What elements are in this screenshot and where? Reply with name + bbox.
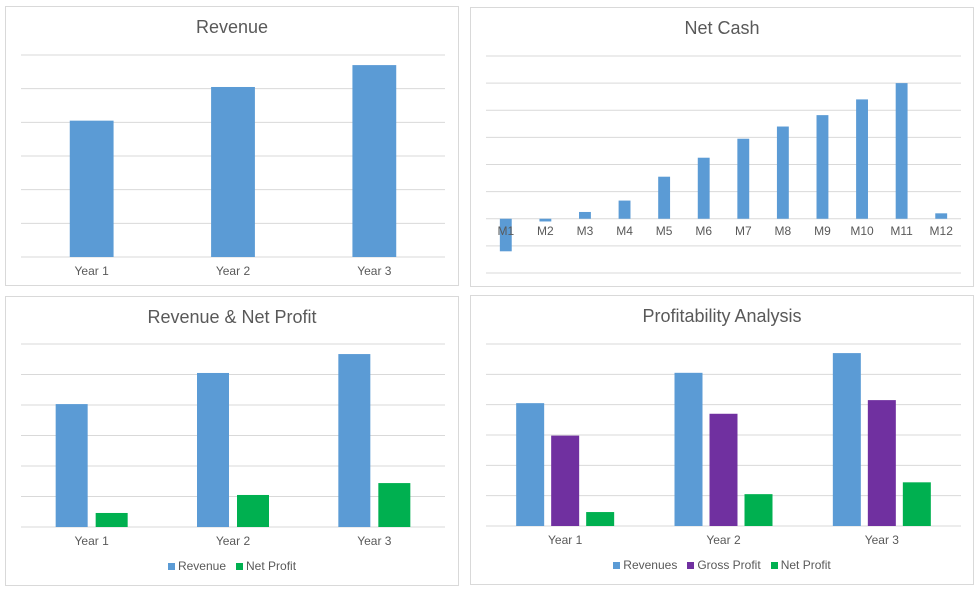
legend-swatch	[236, 563, 244, 570]
bar-net-profit-year-1	[586, 512, 615, 526]
chart-title: Profitability Analysis	[642, 306, 802, 326]
bar-net-cash-m11	[895, 83, 908, 219]
legend-label: Revenues	[623, 558, 678, 572]
bar-revenue-year-2	[197, 372, 229, 527]
chart-plot: Year 1 Year 2 Year 3	[486, 343, 961, 547]
bar-gross-profit-year-2	[709, 413, 738, 526]
bar-net-cash-m4	[618, 200, 631, 219]
bar-net-cash-m8	[776, 126, 789, 219]
chart-title: Net Cash	[684, 18, 760, 38]
bar-gross-profit-year-3	[867, 400, 896, 526]
category-label: Year 1	[75, 534, 110, 548]
chart-panel-revenue-net-profit: Revenue & Net Profit Year 1 Year 2 Year 3 Re…	[5, 296, 459, 586]
bar-net-profit-year-2	[744, 494, 773, 526]
category-label: Year 2	[706, 533, 741, 547]
bar-net-cash-m12	[935, 213, 948, 219]
bar-revenues-year-3	[832, 353, 861, 526]
chart-panel-revenue: Revenue Year 1 Year 2 Year 3	[5, 6, 459, 286]
legend-item-gross-profit: Gross Profit	[687, 558, 761, 572]
chart-plot: Year 1 Year 2 Year 3	[21, 54, 445, 278]
bar-net-profit-year-3	[902, 482, 931, 526]
bar-net-cash-m10	[856, 99, 868, 219]
category-label: M10	[850, 224, 874, 238]
bar-net-cash-m1	[499, 218, 512, 252]
category-label: M4	[616, 224, 633, 238]
legend-item-revenue: Revenue	[167, 559, 227, 573]
bar-revenue-year-1	[69, 120, 114, 258]
category-label: M1	[497, 224, 514, 238]
category-label: Year 1	[75, 264, 110, 278]
bar-net-cash-m6	[697, 157, 710, 219]
chart-panel-net-cash: Net Cash M1 M2 M3 M4 M5 M6 M7 M8 M9 M10 M11 M12	[470, 7, 974, 287]
bar-gross-profit-year-1	[551, 435, 580, 526]
bar-net-cash-m9	[816, 115, 829, 219]
bar-net-cash-m2	[539, 218, 552, 222]
bar-revenues-year-1	[516, 403, 545, 526]
category-label: M6	[695, 224, 712, 238]
bar-net-profit-year-2	[237, 494, 269, 527]
bar-net-cash-m7	[737, 138, 750, 219]
category-label: M9	[814, 224, 831, 238]
legend-label: Net Profit	[780, 558, 831, 572]
category-label: M7	[735, 224, 752, 238]
legend-swatch	[167, 563, 175, 570]
bar-revenue-year-3	[338, 354, 371, 527]
legend-label: Gross Profit	[697, 558, 761, 572]
bar-revenue-year-2	[211, 86, 255, 257]
chart-plot: M1 M2 M3 M4 M5 M6 M7 M8 M9 M10 M11 M12	[486, 55, 961, 274]
chart-panel-profitability-analysis: Profitability Analysis Year 1 Year 2 Year 3…	[470, 295, 974, 585]
category-label: Year 2	[216, 534, 251, 548]
legend-label: Net Profit	[246, 559, 297, 573]
chart-title: Revenue & Net Profit	[147, 307, 317, 327]
category-label: Year 2	[216, 264, 251, 278]
legend-swatch	[687, 562, 695, 569]
category-label: Year 3	[357, 264, 392, 278]
category-label: M12	[930, 224, 954, 238]
legend-swatch	[770, 562, 778, 569]
chart-plot: Year 1 Year 2 Year 3	[21, 343, 445, 548]
category-label: Year 1	[548, 533, 583, 547]
category-label: M8	[775, 224, 792, 238]
category-label: Year 3	[865, 533, 900, 547]
category-label: Year 3	[357, 534, 392, 548]
bar-revenue-year-1	[55, 404, 88, 527]
legend-item-net-profit: Net Profit	[236, 559, 296, 573]
chart-title: Revenue	[195, 17, 269, 37]
bar-net-cash-m3	[579, 211, 591, 219]
legend-item-net-profit: Net Profit	[770, 558, 831, 572]
bar-net-profit-year-1	[95, 512, 128, 527]
legend-label: Revenue	[177, 559, 227, 573]
bar-net-profit-year-3	[378, 483, 411, 527]
bar-net-cash-m5	[658, 176, 671, 219]
category-label: M5	[656, 224, 673, 238]
legend-item-revenues: Revenues	[613, 558, 677, 572]
category-label: M2	[537, 224, 554, 238]
chart-legend: Revenues Gross Profit Net Profit	[471, 558, 973, 572]
legend-swatch	[613, 562, 621, 569]
chart-legend: Revenue Net Profit	[6, 559, 458, 573]
category-label: M11	[890, 224, 913, 238]
bar-revenue-year-3	[352, 65, 397, 257]
bar-revenues-year-2	[674, 372, 703, 526]
category-label: M3	[577, 224, 594, 238]
